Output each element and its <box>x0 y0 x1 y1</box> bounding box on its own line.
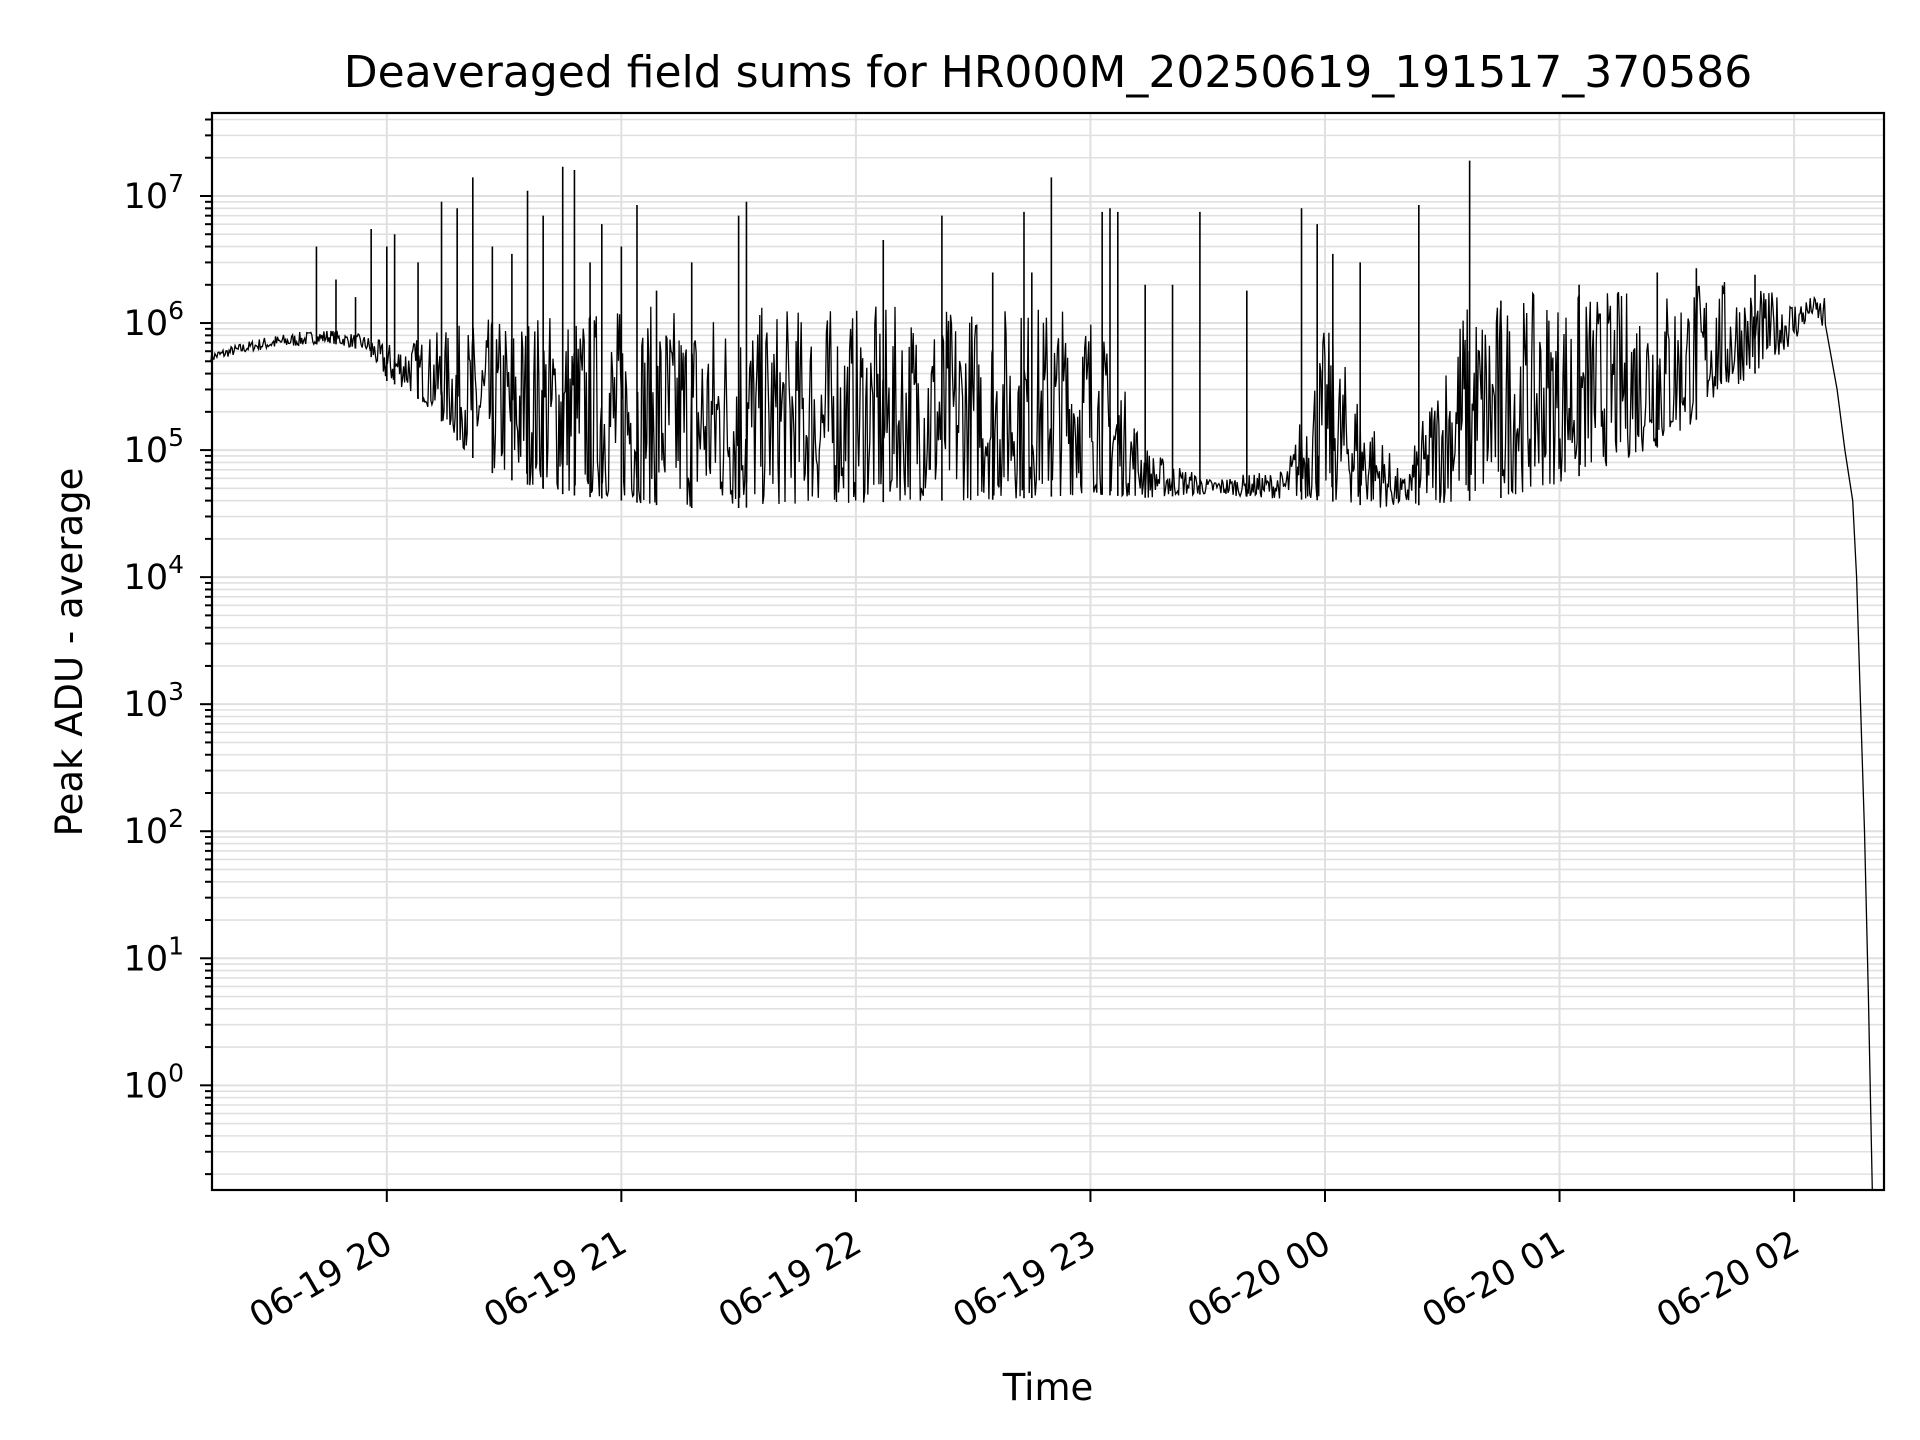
y-tick-label: 107 <box>124 169 184 217</box>
y-tick-base: 10 <box>124 812 169 852</box>
y-tick-label: 100 <box>124 1058 184 1106</box>
y-tick-base: 10 <box>124 177 169 217</box>
y-tick-exponent: 3 <box>168 677 184 706</box>
y-tick-exponent: 4 <box>168 550 184 579</box>
y-tick-exponent: 5 <box>168 423 184 452</box>
y-tick-label: 103 <box>124 677 184 725</box>
y-tick-exponent: 0 <box>168 1058 184 1087</box>
y-tick-exponent: 7 <box>168 169 184 198</box>
y-tick-base: 10 <box>124 1066 169 1106</box>
chart-title: Deaveraged field sums for HR000M_2025061… <box>344 47 1752 98</box>
plot-frame <box>210 111 1886 1192</box>
y-tick-label: 105 <box>124 423 184 471</box>
x-axis-label: Time <box>1002 1366 1094 1409</box>
y-axis-label: Peak ADU - average <box>48 468 91 837</box>
y-tick-exponent: 2 <box>168 804 184 833</box>
y-tick-base: 10 <box>124 939 169 979</box>
y-tick-base: 10 <box>124 558 169 598</box>
y-tick-exponent: 1 <box>168 931 184 960</box>
y-tick-base: 10 <box>124 685 169 725</box>
y-tick-label: 106 <box>124 296 184 344</box>
y-tick-label: 104 <box>124 550 184 598</box>
y-tick-base: 10 <box>124 304 169 344</box>
series-line <box>210 281 1873 1191</box>
y-tick-label: 102 <box>124 804 184 852</box>
data-layer <box>210 160 1873 1191</box>
y-tick-base: 10 <box>124 431 169 471</box>
y-tick-exponent: 6 <box>168 296 184 325</box>
y-tick-label: 101 <box>124 931 184 979</box>
